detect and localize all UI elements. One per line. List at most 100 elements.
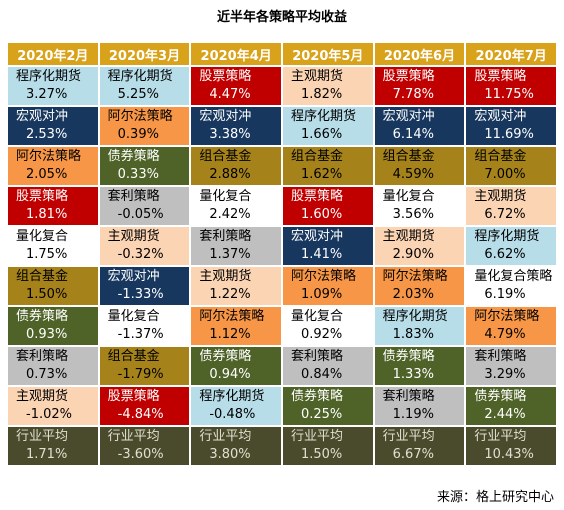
strategy-cell: 阿尔法策略 4.79%: [466, 307, 556, 345]
strategy-cell: 套利策略 1.37%: [191, 227, 281, 265]
strategy-cell: 量化复合 0.92%: [282, 307, 373, 345]
strategy-cell: 股票策略 7.78%: [374, 67, 465, 105]
strategy-name: 宏观对冲: [382, 109, 435, 124]
strategy-name: 套利策略: [474, 349, 527, 364]
strategy-name: 股票策略: [290, 189, 343, 204]
strategy-return: 0.33%: [117, 167, 159, 182]
strategy-name: 主观期货: [107, 229, 160, 244]
strategy-return: -3.60%: [117, 447, 164, 462]
strategy-cell: 阿尔法策略 1.09%: [282, 267, 373, 305]
strategy-name: 债券策略: [382, 349, 435, 364]
strategy-return: -1.79%: [117, 367, 164, 382]
strategy-return: 3.80%: [209, 447, 251, 462]
strategy-name: 行业平均: [16, 429, 69, 444]
strategy-name: 宏观对冲: [474, 109, 527, 124]
strategy-cell: 组合基金 4.59%: [374, 147, 465, 185]
strategy-cell: 行业平均 10.43%: [466, 427, 556, 465]
strategy-cell: 宏观对冲 2.53%: [8, 107, 98, 145]
strategy-return: 1.75%: [26, 247, 68, 262]
strategy-name: 阿尔法策略: [199, 309, 265, 324]
strategy-return: 2.88%: [209, 167, 251, 182]
strategy-return: 7.00%: [484, 167, 526, 182]
column-header: 2020年3月: [99, 43, 190, 65]
strategy-cell: 宏观对冲 -1.33%: [99, 267, 190, 305]
strategy-name: 套利策略: [107, 189, 160, 204]
strategy-cell: 程序化期货 1.66%: [282, 107, 373, 145]
strategy-return: 2.05%: [26, 167, 68, 182]
strategy-name: 量化复合: [16, 229, 69, 244]
strategy-cell: 行业平均 6.67%: [374, 427, 465, 465]
strategy-cell: 阿尔法策略 0.39%: [99, 107, 190, 145]
strategy-return: 0.93%: [26, 327, 68, 342]
strategy-cell: 主观期货 2.90%: [374, 227, 465, 265]
strategy-cell: 组合基金 2.88%: [191, 147, 281, 185]
strategy-name: 行业平均: [382, 429, 435, 444]
strategy-return: 6.14%: [392, 127, 434, 142]
strategy-cell: 量化复合策略 6.19%: [466, 267, 556, 305]
strategy-return: 10.43%: [484, 447, 534, 462]
strategy-return: 1.50%: [26, 287, 68, 302]
strategy-name: 程序化期货: [382, 309, 448, 324]
strategy-return: 1.33%: [392, 367, 434, 382]
strategy-return: 1.81%: [26, 207, 68, 222]
strategy-cell: 主观期货 1.22%: [191, 267, 281, 305]
title: 近半年各策略平均收益: [216, 10, 347, 25]
strategy-name: 阿尔法策略: [290, 269, 356, 284]
strategy-return: -0.32%: [117, 247, 164, 262]
strategy-cell: 债券策略 0.94%: [191, 347, 281, 385]
strategy-cell: 组合基金 1.62%: [282, 147, 373, 185]
strategy-cell: 程序化期货 -0.48%: [191, 387, 281, 425]
strategy-name: 行业平均: [290, 429, 343, 444]
strategy-name: 宏观对冲: [16, 109, 69, 124]
strategy-return: 3.38%: [209, 127, 251, 142]
strategy-name: 主观期货: [199, 269, 252, 284]
strategy-return: -0.05%: [117, 207, 164, 222]
strategy-name: 套利策略: [199, 229, 252, 244]
strategy-cell: 组合基金 7.00%: [466, 147, 556, 185]
strategy-name: 主观期货: [16, 389, 69, 404]
strategy-return: 3.29%: [484, 367, 526, 382]
strategy-return: 4.59%: [392, 167, 434, 182]
strategy-return: 0.84%: [300, 367, 343, 382]
strategy-cell: 量化复合 1.75%: [8, 227, 98, 265]
strategy-name: 量化复合: [199, 189, 252, 204]
strategy-return: -1.02%: [26, 407, 72, 422]
strategy-name: 宏观对冲: [199, 109, 252, 124]
strategy-cell: 主观期货 6.72%: [466, 187, 556, 225]
strategy-return: 2.44%: [484, 407, 526, 422]
strategy-name: 股票策略: [199, 69, 252, 84]
strategy-name: 组合基金: [16, 269, 69, 284]
strategy-return: 1.62%: [300, 167, 343, 182]
strategy-cell: 量化复合 3.56%: [374, 187, 465, 225]
strategy-return: 11.69%: [484, 127, 534, 142]
strategy-cell: 程序化期货 6.62%: [466, 227, 556, 265]
strategy-return: 1.12%: [209, 327, 251, 342]
strategy-name: 股票策略: [474, 69, 527, 84]
strategy-cell: 宏观对冲 11.69%: [466, 107, 556, 145]
column-header: 2020年2月: [8, 43, 98, 65]
strategy-name: 程序化期货: [16, 69, 82, 84]
strategy-cell: 股票策略 1.60%: [282, 187, 373, 225]
strategy-return: 1.60%: [300, 207, 343, 222]
strategy-return: 0.92%: [300, 327, 343, 342]
strategy-cell: 组合基金 1.50%: [8, 267, 98, 305]
strategy-name: 程序化期货: [474, 229, 540, 244]
strategy-return: 6.72%: [484, 207, 526, 222]
strategy-cell: 行业平均 1.50%: [282, 427, 373, 465]
strategy-name: 套利策略: [16, 349, 69, 364]
strategy-name: 主观期货: [290, 69, 343, 84]
strategy-cell: 套利策略 -0.05%: [99, 187, 190, 225]
strategy-return: 1.41%: [300, 247, 343, 262]
strategy-name: 债券策略: [199, 349, 252, 364]
strategy-cell: 宏观对冲 3.38%: [191, 107, 281, 145]
column-header: 2020年7月: [466, 43, 556, 65]
strategy-return: 1.66%: [300, 127, 343, 142]
strategy-name: 股票策略: [16, 189, 69, 204]
strategy-return: 3.27%: [26, 87, 68, 102]
column-header: 2020年6月: [374, 43, 465, 65]
strategy-return: 1.37%: [209, 247, 251, 262]
strategy-return: 1.82%: [300, 87, 343, 102]
strategy-cell: 阿尔法策略 1.12%: [191, 307, 281, 345]
strategy-cell: 宏观对冲 1.41%: [282, 227, 373, 265]
strategy-return: 0.73%: [26, 367, 68, 382]
